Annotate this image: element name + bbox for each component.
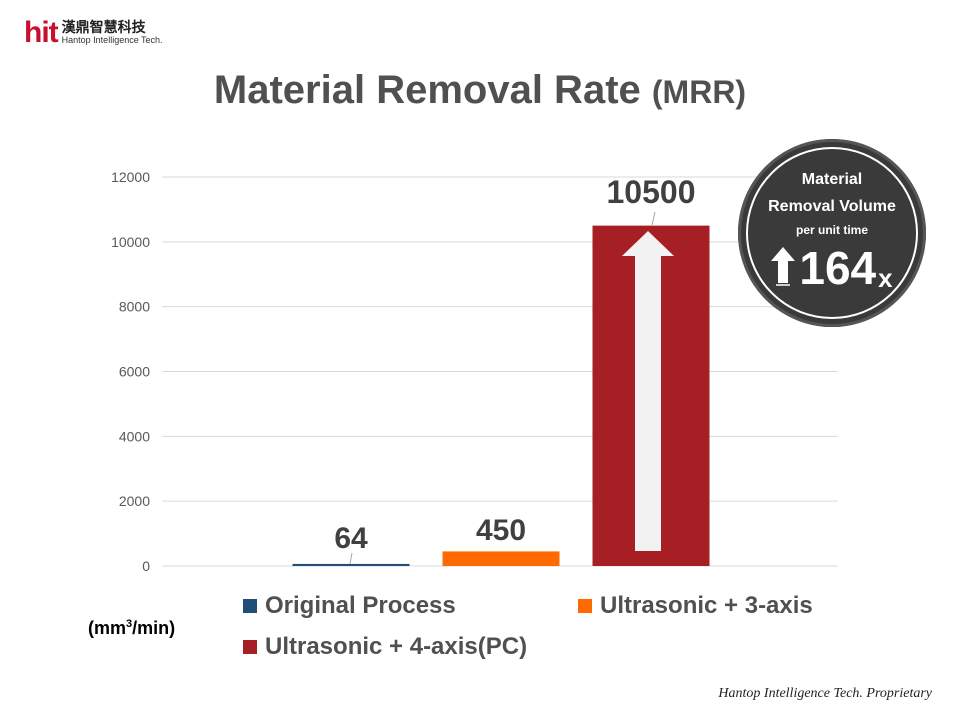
- title-main: Material Removal Rate: [213, 68, 641, 112]
- y-tick-label: 2000: [119, 493, 150, 509]
- company-logo: hit 漢鼎智慧科技 Hantop Intelligence Tech.: [24, 18, 163, 48]
- legend-item-original: Original Process: [243, 592, 456, 620]
- badge-line-2: Removal Volume: [768, 198, 896, 215]
- y-tick-label: 6000: [119, 364, 150, 380]
- leader-line: [651, 211, 656, 226]
- y-axis-ticks: 0 2000 4000 6000 8000 10000 12000: [111, 169, 150, 574]
- up-arrow-icon: [771, 247, 796, 286]
- y-tick-label: 12000: [111, 169, 150, 185]
- data-labels: 64 450 10500: [334, 174, 695, 555]
- legend-label: Ultrasonic + 3-axis: [600, 592, 813, 619]
- label-leaders: [349, 211, 656, 565]
- unit-suffix: /min): [132, 618, 176, 638]
- badge-multiplier-suffix: x: [878, 263, 893, 293]
- y-tick-label: 4000: [119, 428, 150, 444]
- title-sub: (MRR): [651, 74, 747, 110]
- logo-mark: hit: [24, 16, 59, 49]
- footer-proprietary: Hantop Intelligence Tech. Proprietary: [718, 686, 932, 701]
- bar-0: [292, 563, 410, 566]
- growth-arrow-shape: [622, 231, 674, 551]
- badge-multiplier-row: 164 x: [748, 245, 916, 291]
- data-label-2: 10500: [607, 174, 696, 210]
- unit-superscript: 3: [126, 618, 133, 630]
- legend-swatch: [578, 599, 592, 613]
- legend-label: Original Process: [265, 592, 456, 619]
- badge-line-1: Material: [801, 171, 863, 188]
- logo-english-name: Hantop Intelligence Tech.: [61, 34, 163, 45]
- legend-swatch: [243, 640, 257, 654]
- legend-label: Ultrasonic + 4-axis(PC): [265, 633, 528, 660]
- legend-swatch: [243, 599, 257, 613]
- badge-ring: Material Removal Volume per unit time 16…: [746, 147, 918, 319]
- multiplier-badge: Material Removal Volume per unit time 16…: [738, 139, 926, 327]
- chart-gridlines: [162, 176, 838, 567]
- growth-arrow: [622, 231, 674, 551]
- data-label-0: 64: [334, 522, 368, 555]
- y-tick-label: 8000: [119, 299, 150, 315]
- logo-chinese-name: 漢鼎智慧科技: [61, 19, 146, 36]
- legend-item-3axis: Ultrasonic + 3-axis: [578, 592, 813, 620]
- legend-item-4axis: Ultrasonic + 4-axis(PC): [243, 633, 527, 661]
- y-tick-label: 10000: [111, 234, 150, 250]
- leader-line: [349, 552, 353, 565]
- unit-label: (mm3/min): [88, 618, 175, 639]
- data-label-1: 450: [476, 514, 526, 547]
- bar-1: [442, 551, 560, 566]
- badge-line-3: per unit time: [795, 223, 868, 237]
- y-tick-label: 0: [142, 558, 150, 574]
- badge-multiplier: 164: [799, 242, 877, 294]
- logo-text: 漢鼎智慧科技 Hantop Intelligence Tech.: [62, 21, 163, 45]
- unit-prefix: (mm: [88, 618, 127, 638]
- page-title: Material Removal Rate (MRR): [0, 68, 960, 113]
